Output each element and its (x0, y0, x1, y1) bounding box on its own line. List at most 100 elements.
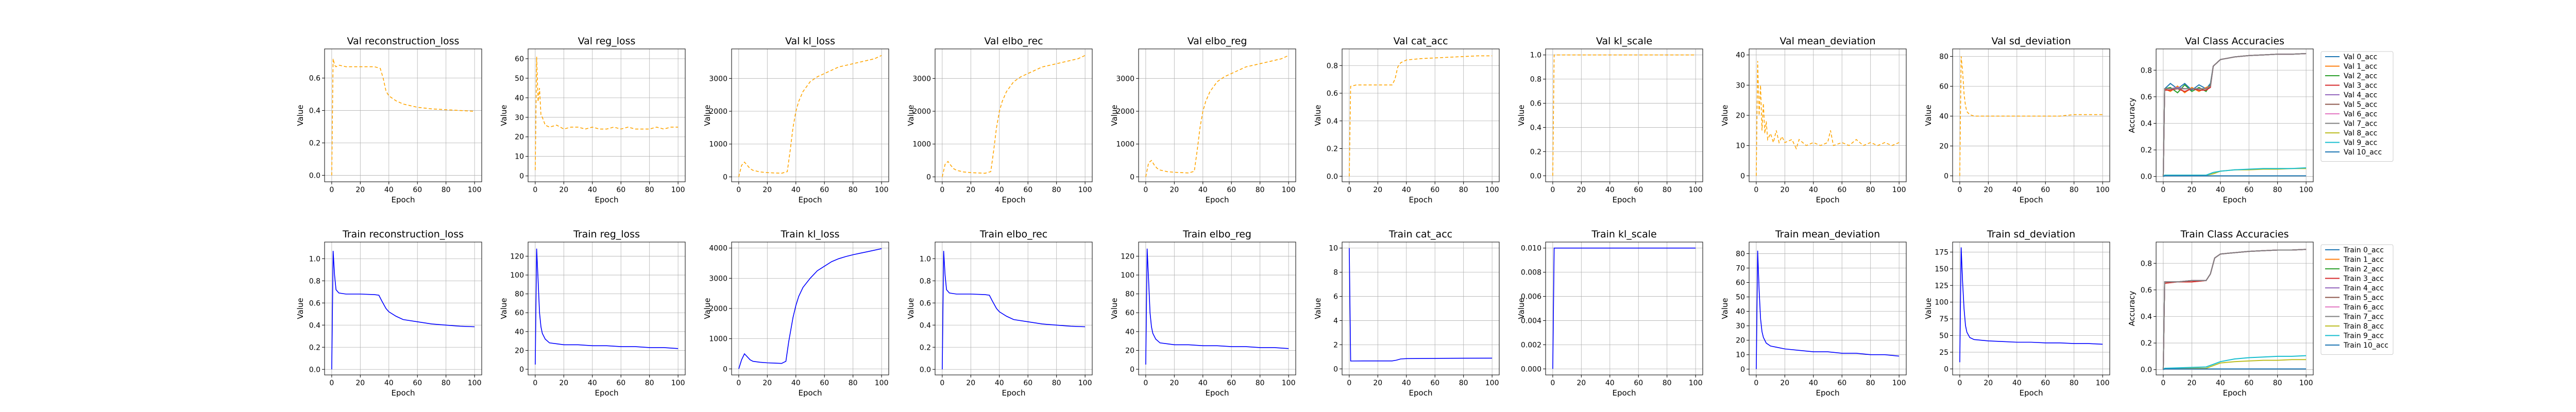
y-tick-label: 40 (1125, 328, 1134, 336)
x-tick-label: 60 (820, 379, 829, 387)
plot-area (732, 49, 889, 182)
x-tick-label: 40 (791, 379, 801, 387)
x-axis-label: Epoch (392, 195, 415, 204)
x-tick-label: 0 (940, 186, 944, 194)
y-tick-label: 100 (1935, 299, 1948, 307)
series-line-0 (1349, 55, 1493, 177)
series-line-9 (2163, 355, 2307, 370)
series-line-0 (1756, 61, 1900, 176)
series-line-0 (1959, 247, 2103, 363)
x-tick-label: 40 (1198, 186, 1208, 194)
y-tick-label: 0 (1130, 366, 1134, 374)
x-tick-label: 100 (1078, 379, 1092, 387)
y-tick-label: 100 (1121, 271, 1134, 280)
y-axis-label: Value (703, 298, 712, 319)
axes-frame (1952, 242, 2110, 375)
y-tick-label: 0.6 (309, 75, 320, 83)
y-tick-label: 60 (515, 55, 524, 63)
x-tick-label: 40 (1198, 379, 1208, 387)
x-tick-label: 20 (1984, 379, 1993, 387)
x-tick-label: 60 (820, 186, 829, 194)
axes-frame (731, 48, 889, 182)
plot-area (1342, 49, 1499, 182)
y-tick-label: 0.2 (1327, 145, 1338, 153)
x-tick-label: 0 (1957, 186, 1962, 194)
y-tick-label: 0.0 (309, 366, 320, 374)
y-tick-label: 0.6 (920, 299, 931, 307)
y-tick-label: 1.0 (309, 255, 320, 263)
y-tick-label: 0 (519, 366, 524, 374)
y-tick-label: 0.2 (920, 344, 931, 352)
axes-frame (935, 48, 1093, 182)
x-tick-label: 60 (2244, 379, 2253, 387)
series-line-0 (738, 55, 882, 177)
x-tick-label: 20 (355, 186, 365, 194)
y-axis-label: Accuracy (2127, 291, 2137, 327)
y-tick-label: 6 (1333, 293, 1338, 301)
axes-frame (1138, 242, 1296, 375)
y-tick-label: 0.2 (309, 344, 320, 352)
y-tick-label: 20 (1736, 337, 1745, 345)
x-tick-label: 0 (329, 379, 334, 387)
y-tick-label: 60 (515, 309, 524, 317)
x-tick-label: 0 (736, 186, 741, 194)
x-axis-label: Epoch (1816, 195, 1840, 204)
y-tick-label: 20 (1736, 112, 1745, 120)
y-axis-label: Value (906, 298, 916, 319)
x-tick-label: 80 (849, 186, 858, 194)
x-tick-label: 40 (588, 379, 597, 387)
x-tick-label: 20 (1373, 186, 1382, 194)
x-tick-label: 100 (2299, 379, 2313, 387)
y-tick-label: 0.4 (2141, 119, 2152, 128)
series-line-0 (535, 57, 679, 170)
y-axis-label: Value (1720, 105, 1730, 126)
y-tick-label: 0.006 (1521, 293, 1541, 301)
y-tick-label: 1000 (709, 335, 727, 344)
y-tick-label: 70 (1736, 264, 1745, 272)
x-tick-label: 40 (995, 186, 1004, 194)
subplot-1: 0 20 40 60 80 100 0 10 20 30 40 50 60 Val reg_loss Epo… (499, 36, 686, 204)
x-axis-label: Epoch (799, 388, 822, 398)
y-tick-label: 0.2 (1530, 148, 1541, 156)
y-axis-label: Accuracy (2127, 98, 2137, 133)
x-axis-label: Epoch (392, 388, 415, 398)
y-tick-label: 0.6 (2141, 93, 2152, 101)
axes-frame (1952, 48, 2110, 182)
axes-frame (528, 48, 686, 182)
x-tick-label: 100 (1689, 379, 1703, 387)
x-tick-label: 0 (533, 186, 537, 194)
x-tick-label: 0 (1347, 379, 1351, 387)
x-tick-label: 80 (442, 379, 451, 387)
x-tick-label: 60 (1634, 379, 1643, 387)
x-tick-label: 20 (966, 379, 975, 387)
chart-title: Val Class Accuracies (2185, 36, 2284, 47)
y-tick-label: 0.004 (1521, 317, 1541, 325)
subplot-5: 0 20 40 60 80 100 0.0 0.2 0.4 0.6 0.8 Val cat_acc Ep… (1313, 36, 1500, 204)
series-line-0 (1552, 54, 1696, 176)
subplot-16: 0 20 40 60 80 100 0.000 0.002 0.004 0.006 0.008 0.0… (1517, 229, 1703, 398)
x-tick-label: 80 (1459, 379, 1468, 387)
y-tick-label: 60 (1125, 309, 1134, 317)
x-tick-label: 20 (2187, 186, 2196, 194)
chart-title: Val mean_deviation (1780, 36, 1875, 47)
x-tick-label: 60 (1430, 379, 1439, 387)
plot-area (2156, 242, 2313, 375)
y-tick-label: 0 (723, 365, 727, 373)
x-tick-label: 80 (1052, 379, 1061, 387)
y-tick-label: 20 (515, 133, 524, 142)
y-tick-label: 40 (515, 328, 524, 336)
y-tick-label: 0.008 (1521, 269, 1541, 277)
x-axis-label: Epoch (1613, 195, 1636, 204)
y-tick-label: 80 (1125, 290, 1134, 299)
y-axis-label: Value (1924, 298, 1933, 319)
x-tick-label: 60 (2041, 379, 2050, 387)
y-tick-label: 3000 (912, 75, 931, 83)
y-tick-label: 60 (1736, 279, 1745, 287)
x-tick-label: 100 (1078, 186, 1092, 194)
legend-entry: Val 1_acc (2344, 63, 2377, 71)
y-axis-label: Value (1517, 105, 1526, 126)
y-tick-label: 0.8 (920, 277, 931, 285)
y-axis-label: Value (703, 105, 712, 126)
series-line-0 (535, 248, 679, 365)
